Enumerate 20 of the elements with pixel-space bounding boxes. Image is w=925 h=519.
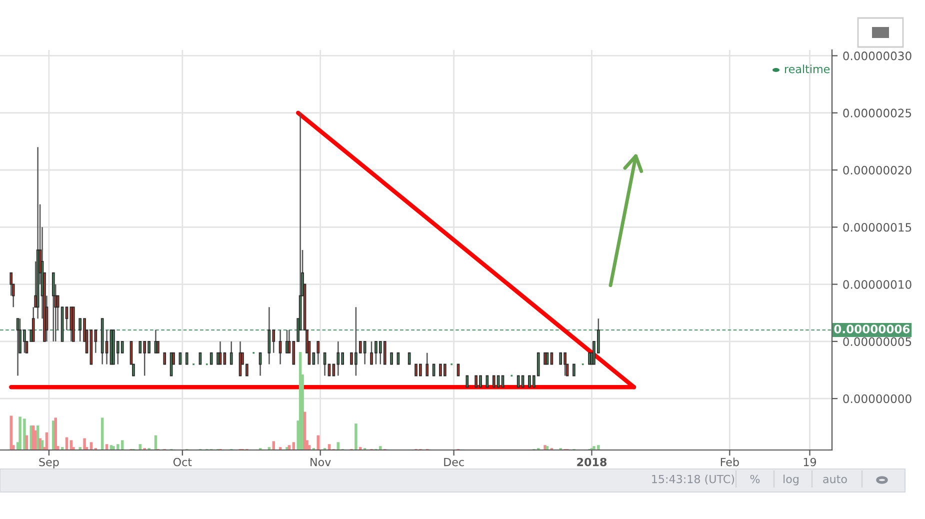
annotation: realtime xyxy=(785,64,830,74)
text: log xyxy=(784,474,798,486)
y-tick-label: 0.00000005 xyxy=(843,337,912,346)
x-tick-label: Oct xyxy=(173,458,192,466)
x-tick-label: Feb xyxy=(720,458,739,466)
y-tick-label: 0.00000000 xyxy=(843,394,912,404)
text: % xyxy=(750,474,760,484)
y-tick-label: 0.00000015 xyxy=(843,222,912,232)
y-tick-label: 0.00000025 xyxy=(843,108,912,118)
x-tick-label: Nov xyxy=(310,458,331,466)
x-tick-label: Dec xyxy=(444,458,464,466)
text: auto xyxy=(823,475,847,484)
y-tick-label: 0.00000030 xyxy=(843,52,912,60)
text: 15:43:18 (UTC) xyxy=(652,474,734,485)
ref-line-label: 0.00000006 xyxy=(834,324,910,334)
x-tick-label: 19 xyxy=(804,458,816,466)
x-tick-label: 2018 xyxy=(577,458,607,466)
x-tick-label: Sep xyxy=(39,458,59,468)
y-tick-label: 0.00000020 xyxy=(843,166,912,175)
y-tick-label: 0.00000010 xyxy=(843,280,912,289)
